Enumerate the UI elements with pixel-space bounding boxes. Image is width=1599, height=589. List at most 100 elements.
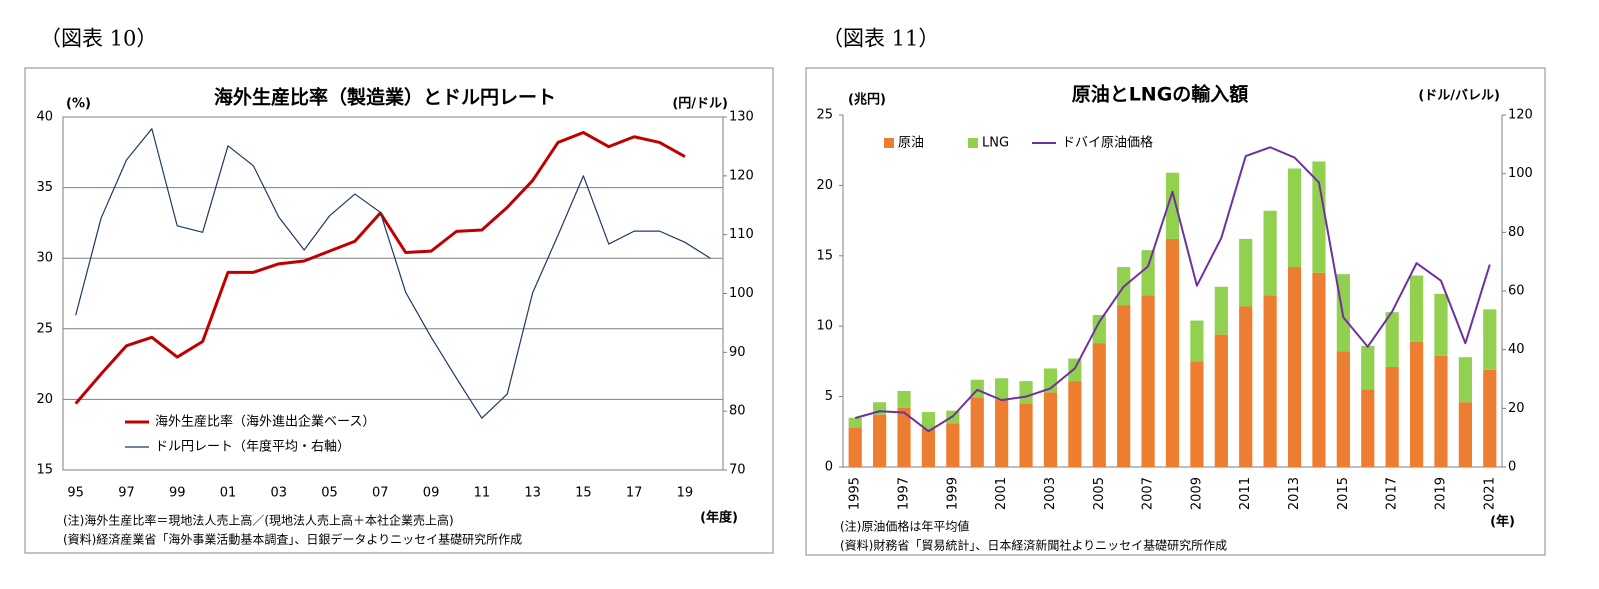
y2-tick-label: 0	[1508, 460, 1516, 475]
bar-segment	[1312, 272, 1326, 467]
y-unit: (%)	[66, 97, 91, 112]
bar-segment	[1458, 357, 1472, 403]
bar-segment	[1239, 306, 1253, 467]
bar-segment	[1458, 402, 1472, 467]
bar-segment	[1434, 293, 1448, 356]
y2-tick-label: 90	[729, 345, 746, 360]
x-tick-label: 2005	[1092, 477, 1107, 510]
legend-swatch	[884, 138, 894, 148]
x-tick-label: 2019	[1433, 477, 1448, 510]
x-tick-label: 99	[169, 486, 186, 501]
x-tick-label: 2021	[1482, 477, 1497, 510]
bar-segment	[1019, 381, 1033, 404]
bar-segment	[1336, 351, 1350, 467]
bar-segment	[1239, 238, 1253, 307]
bar-segment	[921, 428, 936, 467]
bar-segment	[1361, 345, 1375, 390]
legend-label: 海外生産比率（海外進出企業ベース）	[155, 414, 375, 430]
y-tick-label: 15	[816, 248, 833, 263]
y2-tick-label: 100	[729, 286, 754, 301]
line-series	[75, 128, 711, 419]
x-tick-label: 03	[270, 486, 287, 501]
bar-segment	[1068, 381, 1082, 467]
y2-tick-label: 80	[1508, 225, 1525, 240]
x-unit: (年度)	[700, 510, 738, 526]
x-tick-label: 2015	[1336, 477, 1351, 510]
y-tick-label: 20	[816, 178, 833, 193]
x-tick-label: 05	[321, 486, 338, 501]
plot-frame	[62, 116, 724, 471]
legend-label: 原油	[898, 136, 924, 151]
y2-unit: (円/ドル)	[672, 97, 728, 112]
bar-segment	[1141, 250, 1155, 296]
bar-segment	[873, 414, 887, 467]
legend-label: LNG	[982, 136, 1009, 151]
bar-segment	[1385, 312, 1399, 368]
y2-tick-label: 120	[1508, 108, 1533, 123]
x-tick-label: 11	[474, 486, 491, 501]
bar-segment	[1385, 367, 1399, 467]
x-tick-label: 2007	[1141, 477, 1156, 510]
y-tick-label: 20	[36, 392, 53, 407]
y-tick-label: 5	[825, 389, 833, 404]
y2-unit: (ドル/バレル)	[1418, 89, 1500, 104]
x-tick-label: 09	[423, 486, 440, 501]
y-tick-label: 10	[816, 319, 833, 334]
x-tick-label: 15	[575, 486, 592, 501]
y-tick-label: 25	[816, 108, 833, 123]
note: (資料)財務省「貿易統計」、日本経済新聞社よりニッセイ基礎研究所作成	[840, 538, 1227, 553]
y2-tick-label: 70	[729, 463, 746, 478]
y-tick-label: 30	[36, 251, 53, 266]
bar-segment	[921, 412, 936, 429]
legend-label: ドバイ原油価格	[1062, 135, 1153, 151]
bar-segment	[1409, 275, 1424, 342]
x-tick-label: 1995	[848, 477, 863, 510]
chart-title: 原油とLNGの輸入額	[1072, 83, 1249, 106]
x-tick-label: 1999	[945, 477, 960, 510]
bar-segment	[1117, 305, 1131, 467]
bar-segment	[1483, 309, 1497, 370]
x-unit: (年)	[1490, 514, 1515, 530]
bar-segment	[1165, 172, 1180, 239]
y2-tick-label: 40	[1508, 342, 1525, 357]
bar-segment	[1214, 286, 1228, 335]
x-tick-label: 01	[220, 486, 237, 501]
bar-segment	[1092, 314, 1106, 344]
bar-segment	[1263, 295, 1277, 467]
figure-label: （図表 10）	[40, 27, 157, 51]
y-tick-label: 25	[36, 321, 53, 336]
x-tick-label: 2001	[994, 477, 1009, 510]
bar-segment	[1190, 320, 1204, 362]
x-tick-label: 2011	[1238, 477, 1253, 510]
bar-segment	[946, 423, 960, 467]
bar-segment	[1141, 295, 1155, 467]
x-tick-label: 97	[118, 486, 135, 501]
y2-tick-label: 80	[729, 404, 746, 419]
y-tick-label: 15	[36, 463, 53, 478]
bar-segment	[1092, 343, 1106, 467]
bar-segment	[1019, 403, 1033, 467]
bar-segment	[1434, 355, 1448, 467]
bar-segment	[848, 417, 862, 428]
x-tick-label: 2017	[1385, 477, 1400, 510]
bar-segment	[1190, 361, 1204, 467]
x-tick-label: 2013	[1287, 477, 1302, 510]
y2-tick-label: 60	[1508, 284, 1525, 299]
figure-label: （図表 11）	[822, 27, 939, 51]
bar-segment	[1361, 389, 1375, 467]
x-tick-label: 95	[67, 486, 84, 501]
chart-panel: （図表 10） 海外生産比率（製造業）とドル円レート (%) (円/ドル) (年度) (注…	[24, 27, 774, 554]
x-tick-label: 2009	[1189, 477, 1204, 510]
x-tick-label: 17	[626, 486, 643, 501]
bar-segment	[848, 427, 862, 467]
legend-label: ドル円レート（年度平均・右軸）	[155, 439, 350, 455]
bar-segment	[1068, 358, 1082, 382]
x-tick-label: 2003	[1043, 477, 1058, 510]
chart-title: 海外生産比率（製造業）とドル円レート	[214, 86, 556, 109]
y2-tick-label: 120	[729, 168, 754, 183]
y-tick-label: 35	[36, 180, 53, 195]
x-tick-label: 19	[677, 486, 694, 501]
bar-segment	[1287, 168, 1302, 268]
y2-tick-label: 130	[729, 110, 754, 125]
bar-segment	[1165, 238, 1180, 467]
